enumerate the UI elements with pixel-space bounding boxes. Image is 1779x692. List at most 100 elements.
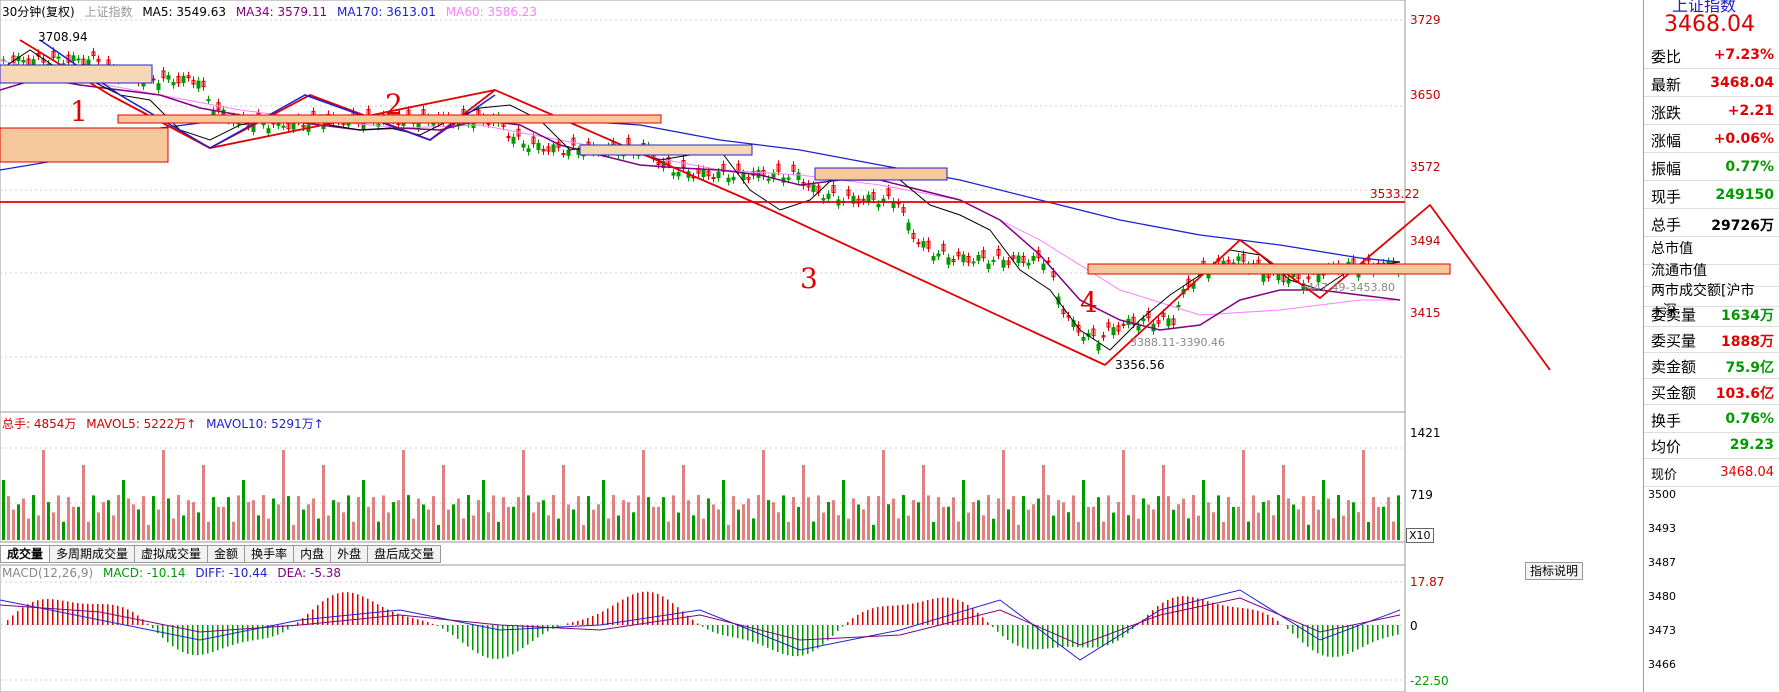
volume-bar: [1222, 521, 1225, 540]
macd-bar: [922, 601, 924, 625]
volume-bar: [172, 518, 175, 540]
volume-bar: [1082, 480, 1085, 540]
volume-bar: [1057, 500, 1060, 540]
ma170-label: MA170: 3613.01: [336, 5, 436, 19]
macd-bar: [717, 625, 719, 634]
macd-bar: [942, 597, 944, 625]
macd-bar: [707, 625, 709, 630]
volume-bar: [102, 502, 105, 540]
indicator-tabs: 成交量 多周期成交量 虚拟成交量 金额 换手率 内盘 外盘 盘后成交量: [0, 545, 442, 563]
macd-bar: [152, 625, 154, 629]
volume-bar: [37, 515, 40, 540]
macd-bar: [277, 625, 279, 635]
volume-bar: [822, 512, 825, 540]
macd-bar: [407, 616, 409, 625]
quote-row: 流通市值: [1644, 258, 1779, 287]
volume-bar: [217, 506, 220, 540]
quote-key: 委比: [1651, 48, 1682, 66]
volume-bar: [692, 515, 695, 540]
tab-outer[interactable]: 外盘: [330, 545, 369, 563]
price-tick: 3415: [1410, 306, 1441, 320]
macd-bar: [492, 625, 494, 659]
volume-bar: [502, 497, 505, 540]
tab-turnover[interactable]: 换手率: [244, 545, 295, 563]
macd-bar: [1167, 599, 1169, 625]
volume-bars: [2, 450, 1400, 540]
macd-bar: [1222, 605, 1224, 625]
volume-bar: [582, 524, 585, 540]
volume-bar: [912, 500, 915, 540]
macd-bar: [412, 618, 414, 625]
volume-bar: [1152, 509, 1155, 540]
tab-amount[interactable]: 金额: [207, 545, 246, 563]
volume-bar: [382, 495, 385, 540]
volume-bar: [1332, 518, 1335, 540]
vol-tick: 1421: [1410, 426, 1441, 440]
volume-bar: [472, 515, 475, 540]
volume-bar: [782, 495, 785, 540]
volume-bar: [352, 521, 355, 540]
volume-bar: [1167, 496, 1170, 540]
macd-bar: [662, 596, 664, 625]
tab-after-hours[interactable]: 盘后成交量: [367, 545, 442, 563]
volume-bar: [177, 495, 180, 540]
panel-price: 3468.04: [1664, 12, 1755, 37]
macd-bar: [582, 619, 584, 625]
macd-bar: [647, 591, 649, 625]
main-price-chart[interactable]: [0, 0, 1600, 692]
macd-bar: [367, 598, 369, 625]
macd-bar: [542, 625, 544, 635]
macd-bar: [222, 625, 224, 649]
period-label[interactable]: 30分钟(复权): [2, 5, 75, 19]
macd-bar: [237, 625, 239, 644]
macd-bar: [1387, 625, 1389, 638]
volume-bar: [1357, 512, 1360, 540]
macd-bar: [1137, 624, 1139, 625]
macd-bar: [1397, 625, 1399, 635]
mini-price-tick: 3466: [1648, 658, 1676, 671]
quote-key: 现手: [1651, 188, 1682, 206]
annotation-2: 2: [385, 88, 403, 121]
volume-bar: [867, 496, 870, 540]
macd-bar: [892, 605, 894, 625]
volume-bar: [347, 495, 350, 540]
tab-volume[interactable]: 成交量: [0, 545, 51, 563]
macd-bar: [1007, 625, 1009, 641]
macd-bar: [1337, 625, 1339, 657]
volume-bar: [447, 509, 450, 540]
volume-bar: [717, 509, 720, 540]
indicator-explain-button[interactable]: 指标说明: [1525, 562, 1584, 580]
macd-bar: [1292, 625, 1294, 634]
macd-bar: [397, 613, 399, 625]
volume-bar: [427, 509, 430, 540]
macd-bar: [162, 625, 164, 638]
volume-bar: [532, 512, 535, 540]
quote-row: 委比 +7.23%: [1644, 40, 1779, 69]
macd-bar: [387, 609, 389, 625]
macd-bar: [517, 625, 519, 652]
macd-bar: [137, 615, 139, 625]
volume-bar: [267, 518, 270, 540]
volume-bar: [567, 504, 570, 540]
tab-inner[interactable]: 内盘: [293, 545, 332, 563]
volume-bar: [677, 512, 680, 540]
tab-virtual-volume[interactable]: 虚拟成交量: [134, 545, 209, 563]
macd-bar: [947, 597, 949, 625]
tab-multi-period-volume[interactable]: 多周期成交量: [49, 545, 136, 563]
macd-bar: [37, 600, 39, 625]
macd-bar: [1377, 625, 1379, 641]
volume-bar: [1052, 515, 1055, 540]
volume-bar: [972, 502, 975, 540]
macd-bar: [12, 615, 14, 625]
volume-bar: [312, 498, 315, 540]
macd-bar: [107, 604, 109, 625]
macd-bar: [1062, 625, 1064, 648]
volume-bar: [157, 509, 160, 540]
volume-bar: [297, 496, 300, 540]
macd-bar: [22, 607, 24, 625]
mavol5-label: MAVOL5: 5222万↑: [86, 417, 197, 431]
quote-value: 29.23: [1729, 437, 1774, 453]
volume-bar: [302, 509, 305, 540]
macd-bar: [1327, 625, 1329, 657]
volume-bar: [327, 515, 330, 540]
